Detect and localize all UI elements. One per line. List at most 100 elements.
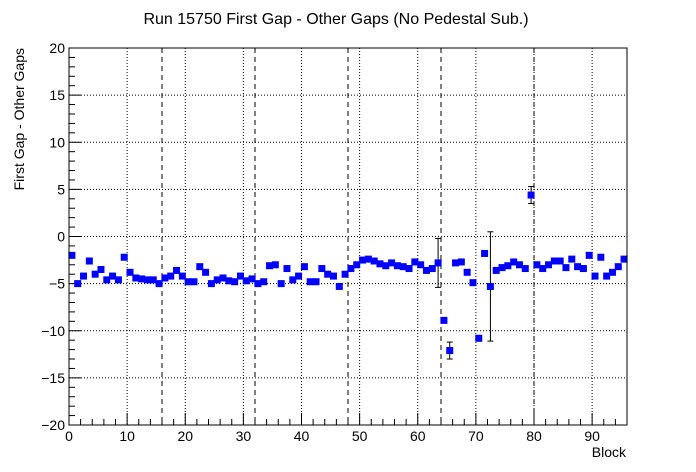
data-point (434, 259, 442, 267)
data-point (393, 262, 401, 270)
data-point (225, 277, 233, 285)
data-point (74, 280, 82, 288)
x-tick-label: 40 (294, 428, 310, 444)
data-point (120, 253, 128, 261)
x-axis-label: Block (592, 444, 627, 460)
data-point (324, 270, 332, 278)
data-point (236, 272, 244, 280)
y-tick-label: −20 (41, 417, 65, 433)
data-point (504, 262, 512, 270)
data-point (300, 263, 308, 271)
data-point (515, 261, 523, 269)
data-point (341, 270, 349, 278)
data-point (202, 268, 210, 276)
data-point (242, 277, 250, 285)
data-point (399, 263, 407, 271)
data-point (271, 261, 279, 269)
x-tick-label: 50 (352, 428, 368, 444)
data-point (219, 274, 227, 282)
data-point (103, 276, 111, 284)
data-point (91, 270, 99, 278)
data-point (231, 278, 239, 286)
data-point (289, 276, 297, 284)
data-point (68, 251, 76, 259)
data-point (207, 280, 215, 288)
data-point (312, 278, 320, 286)
data-point (359, 256, 367, 264)
data-point (388, 259, 396, 267)
data-point (190, 278, 198, 286)
y-axis-label: First Gap - Other Gaps (11, 48, 27, 190)
data-point (178, 272, 186, 280)
data-point (463, 268, 471, 276)
plot-frame (68, 47, 628, 426)
data-point (161, 274, 169, 282)
data-point (85, 257, 93, 265)
data-point (475, 334, 483, 342)
data-point (254, 280, 262, 288)
data-point (277, 280, 285, 288)
data-point (521, 265, 529, 273)
data-point (353, 261, 361, 269)
data-point (167, 272, 175, 280)
data-point (114, 276, 122, 284)
data-point (556, 257, 564, 265)
data-point (539, 265, 547, 273)
x-tick-label: 30 (236, 428, 252, 444)
data-point (498, 264, 506, 272)
data-point (213, 276, 221, 284)
data-point (486, 282, 494, 290)
data-point (149, 276, 157, 284)
x-tick-label: 70 (468, 428, 484, 444)
data-point (266, 262, 274, 270)
data-point (417, 261, 425, 269)
data-point (196, 263, 204, 271)
y-tick-label: −5 (49, 276, 65, 292)
data-point (597, 253, 605, 261)
data-point (614, 263, 622, 271)
data-point (138, 275, 146, 283)
chart-title: Run 15750 First Gap - Other Gaps (No Ped… (143, 11, 528, 28)
data-point (620, 255, 628, 263)
data-point (382, 262, 390, 270)
data-point (428, 265, 436, 273)
data-point (295, 272, 303, 280)
y-tick-label: 10 (49, 134, 65, 150)
data-point (329, 272, 337, 280)
data-point (469, 279, 477, 287)
y-tick-label: 5 (57, 181, 65, 197)
data-point (109, 272, 117, 280)
data-point (585, 251, 593, 259)
data-point (411, 258, 419, 266)
data-point (481, 249, 489, 257)
data-point (405, 265, 413, 273)
data-point (591, 272, 599, 280)
data-point (318, 265, 326, 273)
data-point (579, 265, 587, 273)
data-point (184, 278, 192, 286)
data-point (440, 316, 448, 324)
data-point (132, 274, 140, 282)
data-point (80, 272, 88, 280)
data-points (68, 186, 628, 360)
x-tick-labels: 0 10 20 30 40 50 60 70 80 90 (65, 428, 600, 444)
data-point (533, 261, 541, 269)
data-point (260, 278, 268, 286)
data-point (97, 265, 105, 273)
data-point (452, 259, 460, 267)
data-point (608, 268, 616, 276)
data-point (545, 261, 553, 269)
data-point (568, 255, 576, 263)
data-point (364, 255, 372, 263)
x-tick-label: 10 (119, 428, 135, 444)
data-point (510, 258, 518, 266)
data-point (550, 257, 558, 265)
y-tick-labels: −20 −15 −10 −5 0 5 10 15 20 (41, 40, 65, 433)
data-point (155, 280, 163, 288)
data-point (347, 265, 355, 273)
data-point (376, 260, 384, 268)
data-point (248, 275, 256, 283)
data-point (126, 268, 134, 276)
data-point (492, 266, 500, 274)
